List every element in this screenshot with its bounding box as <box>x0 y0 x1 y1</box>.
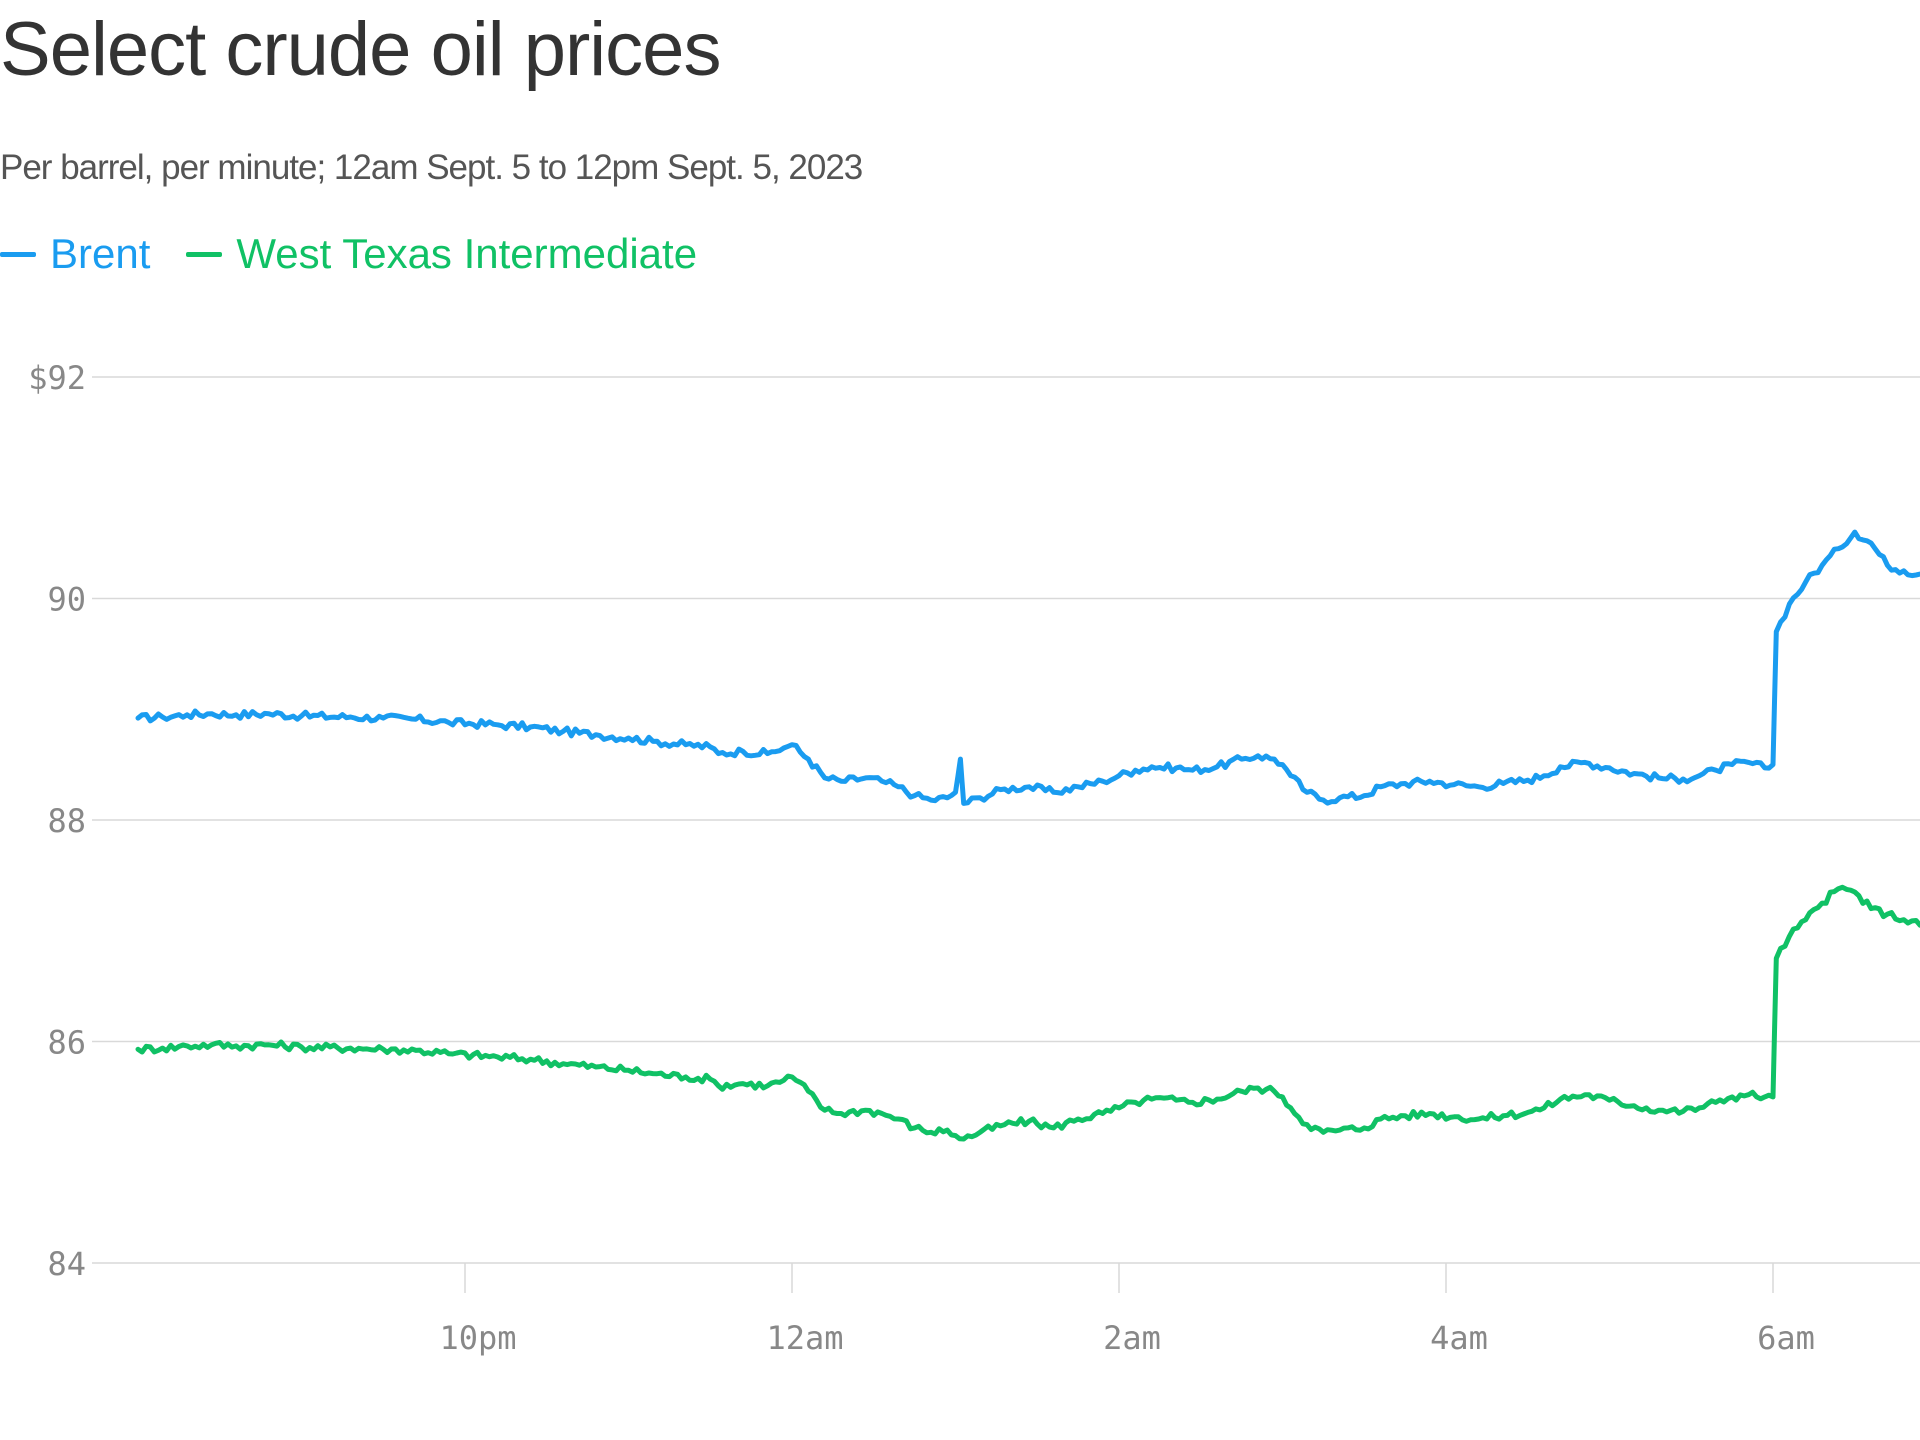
legend-label-wti: West Texas Intermediate <box>236 230 698 277</box>
legend-swatch-brent <box>0 251 36 257</box>
brent-series-line <box>135 529 1920 806</box>
x-tick-label: 4am <box>1430 1319 1488 1357</box>
y-tick-label: 86 <box>47 1024 86 1062</box>
legend-swatch-wti <box>186 251 223 257</box>
series-lines <box>135 529 1920 1142</box>
chart-subtitle: Per barrel, per minute; 12am Sept. 5 to … <box>0 148 863 187</box>
x-axis-ticks: 10pm 12am 2am 4am 6am <box>439 1263 1815 1357</box>
y-tick-label: $92 <box>28 359 86 397</box>
legend-label-brent: Brent <box>50 230 151 277</box>
legend-item-wti: West Texas Intermediate <box>186 230 697 278</box>
x-tick-label: 6am <box>1757 1319 1815 1357</box>
y-tick-label: 84 <box>47 1245 86 1283</box>
legend: Brent West Texas Intermediate <box>0 230 733 278</box>
chart-title: Select crude oil prices <box>0 7 721 92</box>
x-tick-label: 2am <box>1103 1319 1161 1357</box>
wti-series-line <box>135 884 1920 1142</box>
x-tick-label: 12am <box>766 1319 843 1357</box>
gridlines <box>92 376 1920 1264</box>
y-tick-label: 90 <box>47 581 86 619</box>
y-tick-label: 88 <box>47 802 86 840</box>
legend-item-brent: Brent <box>0 230 150 278</box>
y-axis-ticks: $92 90 88 86 84 <box>28 359 86 1283</box>
x-tick-label: 10pm <box>439 1319 516 1357</box>
